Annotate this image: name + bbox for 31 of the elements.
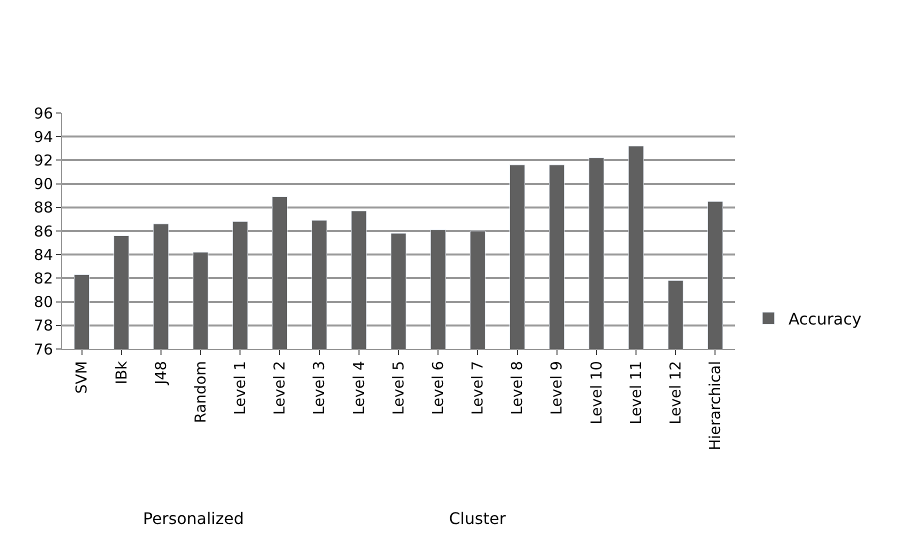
x-tick-label: J48 bbox=[152, 361, 170, 386]
y-tick-label: 76 bbox=[34, 340, 53, 358]
x-tick-label: Level 10 bbox=[587, 361, 606, 424]
x-tick-label: Level 11 bbox=[626, 361, 645, 424]
text: Personalized bbox=[143, 509, 244, 528]
y-tick-label: 92 bbox=[34, 151, 53, 170]
y-tick-label: 84 bbox=[34, 246, 53, 264]
y-tick-label: 80 bbox=[34, 293, 53, 312]
x-tick-label: Level 7 bbox=[468, 361, 487, 415]
x-tick-label: Level 1 bbox=[231, 361, 250, 415]
x-tick-label: SVM bbox=[72, 361, 91, 394]
y-tick-label: 88 bbox=[34, 198, 53, 217]
x-tick-label: Level 4 bbox=[350, 361, 368, 415]
x-tick-label: Level 2 bbox=[270, 361, 289, 415]
x-tick-label: IBk bbox=[112, 360, 130, 384]
x-tick-label: Level 3 bbox=[310, 361, 328, 415]
x-tick-label: Level 9 bbox=[548, 361, 566, 415]
y-tick-label: 90 bbox=[34, 175, 53, 194]
x-tick-label: Level 6 bbox=[428, 361, 447, 415]
text: Cluster bbox=[449, 509, 506, 528]
y-tick-label: 86 bbox=[34, 222, 53, 240]
x-tick-label: Level 5 bbox=[389, 361, 408, 415]
x-tick-label: Hierarchical bbox=[706, 361, 724, 450]
legend-label: Accuracy bbox=[788, 309, 862, 328]
y-tick-label: 94 bbox=[34, 128, 53, 146]
x-tick-label: Random bbox=[191, 361, 210, 424]
y-tick-label: 82 bbox=[34, 269, 53, 288]
y-tick-label: 96 bbox=[34, 104, 53, 122]
x-tick-label: Level 8 bbox=[508, 361, 526, 415]
x-tick-label: Level 12 bbox=[666, 361, 684, 424]
y-tick-label: 78 bbox=[34, 316, 53, 335]
